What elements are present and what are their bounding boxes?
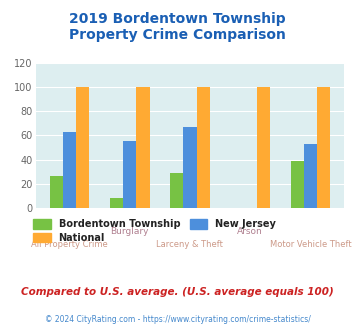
Bar	[136, 87, 149, 208]
Bar	[317, 87, 330, 208]
Text: Arson: Arson	[237, 227, 263, 236]
Text: Property Crime Comparison: Property Crime Comparison	[69, 28, 286, 42]
Bar	[290, 161, 304, 208]
Bar	[50, 177, 63, 208]
Text: Burglary: Burglary	[110, 227, 149, 236]
Bar	[170, 173, 183, 208]
Bar	[110, 198, 123, 208]
Bar	[76, 87, 89, 208]
Bar	[304, 144, 317, 208]
Bar	[123, 141, 136, 208]
Text: Motor Vehicle Theft: Motor Vehicle Theft	[269, 240, 351, 249]
Text: © 2024 CityRating.com - https://www.cityrating.com/crime-statistics/: © 2024 CityRating.com - https://www.city…	[45, 314, 310, 324]
Bar	[183, 127, 197, 208]
Text: Larceny & Theft: Larceny & Theft	[157, 240, 223, 249]
Text: All Property Crime: All Property Crime	[31, 240, 108, 249]
Text: Compared to U.S. average. (U.S. average equals 100): Compared to U.S. average. (U.S. average …	[21, 287, 334, 297]
Bar	[63, 132, 76, 208]
Bar	[257, 87, 270, 208]
Legend: Bordentown Township, National, New Jersey: Bordentown Township, National, New Jerse…	[33, 219, 276, 243]
Text: 2019 Bordentown Township: 2019 Bordentown Township	[69, 12, 286, 25]
Bar	[197, 87, 210, 208]
